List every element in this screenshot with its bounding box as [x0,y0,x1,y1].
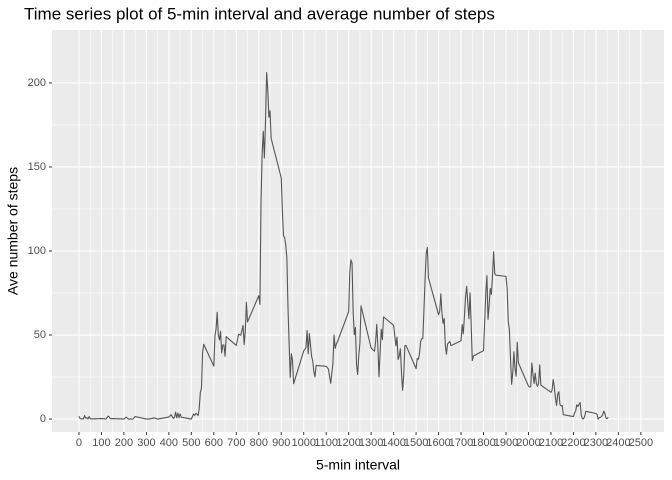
x-tick-label: 300 [137,437,155,449]
x-tick-label: 1300 [359,437,383,449]
x-axis-title: 5-min interval [316,457,400,473]
x-tick-label: 200 [115,437,133,449]
y-tick-label: 150 [28,161,46,173]
x-tick-label: 1600 [426,437,450,449]
x-tick-label: 100 [92,437,110,449]
y-tick-label: 50 [34,329,46,341]
x-tick-label: 1800 [471,437,495,449]
x-tick-label: 1100 [314,437,338,449]
x-tick-label: 1900 [494,437,518,449]
x-tick-label: 400 [160,437,178,449]
x-tick-label: 2300 [584,437,608,449]
chart-title: Time series plot of 5-min interval and a… [24,4,495,23]
x-tick-label: 900 [272,437,290,449]
y-tick-label: 200 [28,77,46,89]
x-tick-label: 0 [76,437,82,449]
x-tick-label: 800 [250,437,268,449]
x-tick-label: 1500 [404,437,428,449]
x-tick-label: 700 [227,437,245,449]
x-tick-label: 2200 [561,437,585,449]
y-tick-label: 100 [28,245,46,257]
x-tick-label: 600 [205,437,223,449]
y-tick-label: 0 [40,413,46,425]
x-tick-label: 1700 [449,437,473,449]
y-axis-title: Ave number of steps [5,167,21,295]
x-tick-label: 2400 [606,437,630,449]
x-tick-label: 500 [182,437,200,449]
x-tick-label: 1000 [291,437,315,449]
x-tick-label: 1400 [381,437,405,449]
x-tick-label: 2100 [539,437,563,449]
x-tick-label: 2000 [516,437,540,449]
x-tick-label: 2500 [629,437,653,449]
data-line [78,71,609,420]
x-tick-label: 1200 [336,437,360,449]
